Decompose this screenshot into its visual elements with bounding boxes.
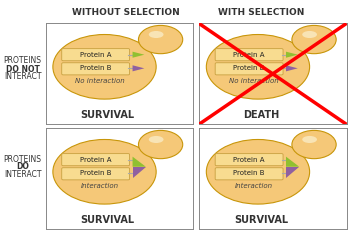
Ellipse shape — [292, 130, 336, 159]
Ellipse shape — [53, 34, 156, 99]
Ellipse shape — [149, 136, 163, 143]
Text: SURVIVAL: SURVIVAL — [234, 215, 288, 225]
Ellipse shape — [292, 26, 336, 54]
Text: Protein B: Protein B — [233, 65, 265, 71]
Text: Protein A: Protein A — [80, 52, 111, 58]
Text: PROTEINS: PROTEINS — [4, 56, 42, 65]
Text: Interaction: Interaction — [81, 183, 119, 189]
FancyBboxPatch shape — [215, 49, 283, 61]
Polygon shape — [133, 167, 146, 178]
Text: Protein B: Protein B — [233, 170, 265, 176]
Text: No interaction: No interaction — [75, 78, 125, 84]
Text: No interaction: No interaction — [229, 78, 278, 84]
FancyBboxPatch shape — [215, 63, 283, 75]
FancyBboxPatch shape — [215, 168, 283, 180]
Text: SURVIVAL: SURVIVAL — [80, 110, 134, 120]
Polygon shape — [286, 52, 298, 58]
Polygon shape — [286, 167, 299, 178]
Ellipse shape — [53, 139, 156, 204]
Ellipse shape — [139, 26, 183, 54]
Text: DO: DO — [16, 162, 29, 171]
Text: Protein A: Protein A — [80, 157, 111, 163]
Ellipse shape — [206, 34, 310, 99]
Text: WITH SELECTION: WITH SELECTION — [218, 8, 304, 17]
Text: Protein B: Protein B — [80, 170, 111, 176]
Text: DEATH: DEATH — [243, 110, 279, 120]
Ellipse shape — [302, 31, 317, 38]
FancyBboxPatch shape — [62, 168, 130, 180]
Text: INTERACT: INTERACT — [4, 72, 42, 81]
Ellipse shape — [206, 139, 310, 204]
Text: Protein A: Protein A — [233, 52, 265, 58]
Text: SURVIVAL: SURVIVAL — [80, 215, 134, 225]
Ellipse shape — [149, 31, 163, 38]
Polygon shape — [133, 52, 144, 58]
FancyBboxPatch shape — [62, 63, 130, 75]
FancyBboxPatch shape — [62, 49, 130, 61]
Text: WITHOUT SELECTION: WITHOUT SELECTION — [72, 8, 180, 17]
FancyBboxPatch shape — [215, 154, 283, 166]
Polygon shape — [286, 65, 298, 71]
Text: Protein A: Protein A — [233, 157, 265, 163]
Polygon shape — [133, 157, 146, 167]
Text: PROTEINS: PROTEINS — [4, 155, 42, 164]
FancyBboxPatch shape — [62, 154, 130, 166]
Text: DO NOT: DO NOT — [6, 65, 40, 73]
Polygon shape — [133, 65, 144, 71]
Text: INTERACT: INTERACT — [4, 170, 42, 179]
Text: Interaction: Interaction — [234, 183, 273, 189]
Polygon shape — [286, 157, 299, 167]
Ellipse shape — [302, 136, 317, 143]
Text: Protein B: Protein B — [80, 65, 111, 71]
Ellipse shape — [139, 130, 183, 159]
